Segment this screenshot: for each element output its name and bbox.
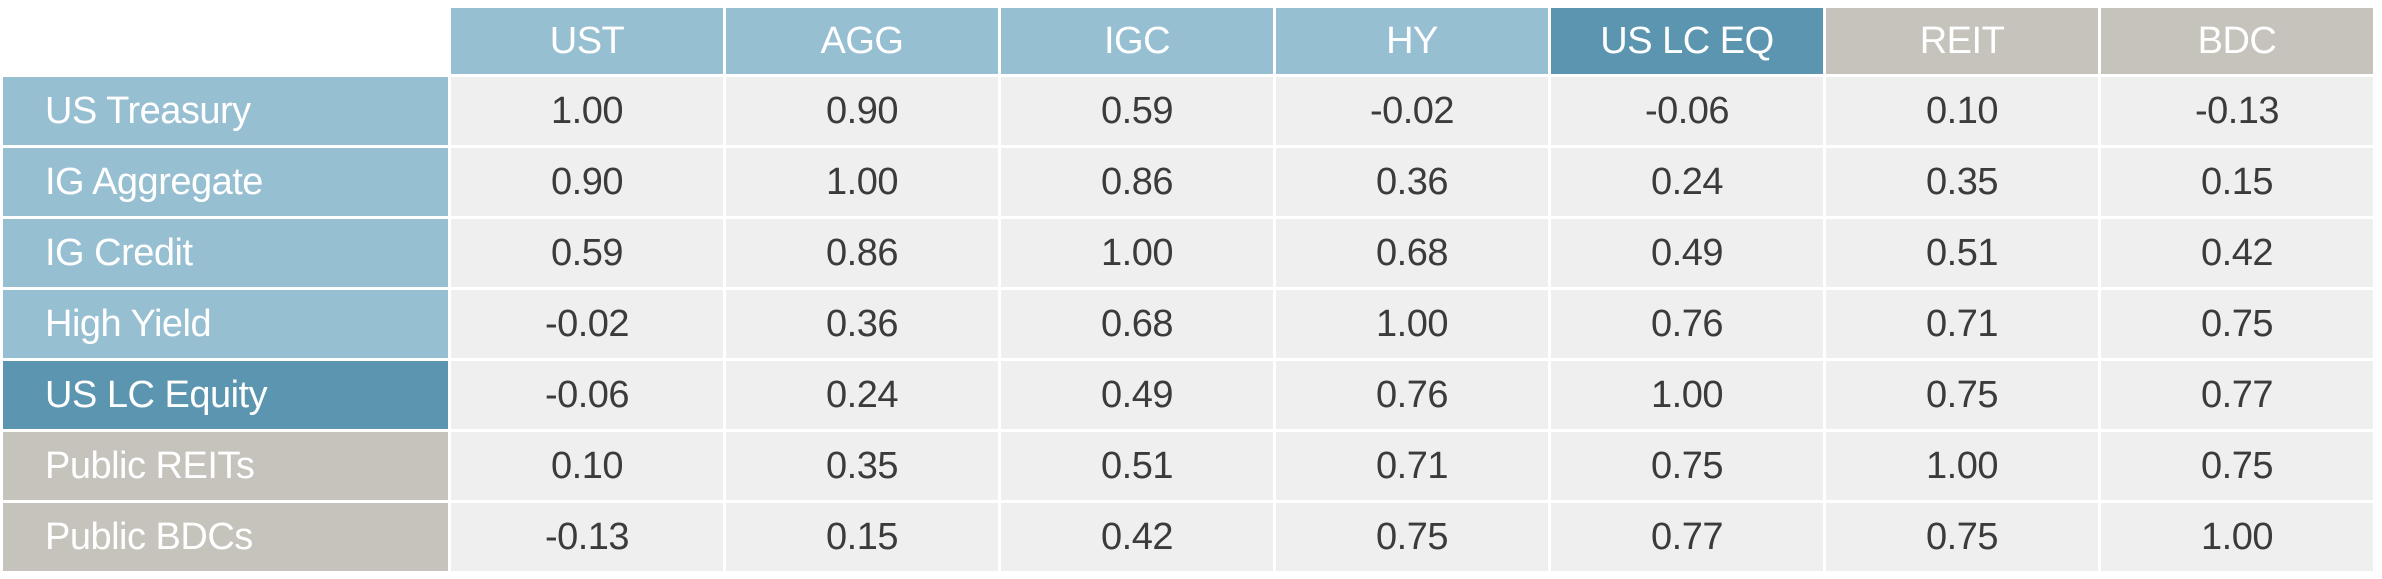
- correlation-value: -0.13: [451, 503, 723, 571]
- correlation-value: 0.75: [2101, 290, 2373, 358]
- row-label: US Treasury: [3, 77, 448, 145]
- correlation-value: 0.86: [1001, 148, 1273, 216]
- correlation-value: 0.36: [726, 290, 998, 358]
- correlation-value: 0.35: [1826, 148, 2098, 216]
- correlation-value: 0.90: [451, 148, 723, 216]
- correlation-value: 0.90: [726, 77, 998, 145]
- correlation-value: -0.02: [1276, 77, 1548, 145]
- correlation-value: 0.68: [1276, 219, 1548, 287]
- row-label: High Yield: [3, 290, 448, 358]
- correlation-value: 0.59: [451, 219, 723, 287]
- correlation-value: 0.36: [1276, 148, 1548, 216]
- correlation-value: 0.77: [2101, 361, 2373, 429]
- correlation-value: -0.02: [451, 290, 723, 358]
- column-header: US LC EQ: [1551, 8, 1823, 74]
- row-label: IG Aggregate: [3, 148, 448, 216]
- correlation-table: UST AGG IGC HY US LC EQ REIT BDC US Treasury 1.0…: [3, 8, 2373, 571]
- correlation-value: 0.49: [1001, 361, 1273, 429]
- row-label: IG Credit: [3, 219, 448, 287]
- correlation-value: 0.59: [1001, 77, 1273, 145]
- correlation-value: 0.10: [451, 432, 723, 500]
- correlation-value: -0.06: [451, 361, 723, 429]
- correlation-value: 1.00: [2101, 503, 2373, 571]
- column-header: AGG: [726, 8, 998, 74]
- column-header: UST: [451, 8, 723, 74]
- correlation-value: -0.06: [1551, 77, 1823, 145]
- correlation-value: -0.13: [2101, 77, 2373, 145]
- correlation-value: 0.75: [1826, 361, 2098, 429]
- correlation-value: 0.71: [1826, 290, 2098, 358]
- correlation-value: 0.42: [2101, 219, 2373, 287]
- row-label: Public REITs: [3, 432, 448, 500]
- correlation-value: 0.76: [1551, 290, 1823, 358]
- row-label: US LC Equity: [3, 361, 448, 429]
- correlation-value: 0.42: [1001, 503, 1273, 571]
- column-header: HY: [1276, 8, 1548, 74]
- correlation-value: 1.00: [1551, 361, 1823, 429]
- column-header: BDC: [2101, 8, 2373, 74]
- correlation-value: 0.75: [2101, 432, 2373, 500]
- correlation-value: 1.00: [1276, 290, 1548, 358]
- correlation-value: 0.35: [726, 432, 998, 500]
- correlation-value: 0.71: [1276, 432, 1548, 500]
- correlation-value: 0.68: [1001, 290, 1273, 358]
- correlation-value: 0.51: [1826, 219, 2098, 287]
- correlation-value: 1.00: [1826, 432, 2098, 500]
- correlation-value: 1.00: [726, 148, 998, 216]
- column-header: IGC: [1001, 8, 1273, 74]
- correlation-value: 0.49: [1551, 219, 1823, 287]
- correlation-value: 0.15: [726, 503, 998, 571]
- correlation-value: 0.76: [1276, 361, 1548, 429]
- correlation-value: 0.75: [1826, 503, 2098, 571]
- correlation-value: 0.75: [1551, 432, 1823, 500]
- corner-cell: [3, 8, 448, 74]
- row-label: Public BDCs: [3, 503, 448, 571]
- correlation-value: 1.00: [1001, 219, 1273, 287]
- correlation-value: 0.86: [726, 219, 998, 287]
- correlation-value: 1.00: [451, 77, 723, 145]
- correlation-value: 0.24: [726, 361, 998, 429]
- column-header: REIT: [1826, 8, 2098, 74]
- correlation-value: 0.10: [1826, 77, 2098, 145]
- correlation-value: 0.15: [2101, 148, 2373, 216]
- correlation-value: 0.51: [1001, 432, 1273, 500]
- correlation-value: 0.24: [1551, 148, 1823, 216]
- correlation-value: 0.75: [1276, 503, 1548, 571]
- correlation-value: 0.77: [1551, 503, 1823, 571]
